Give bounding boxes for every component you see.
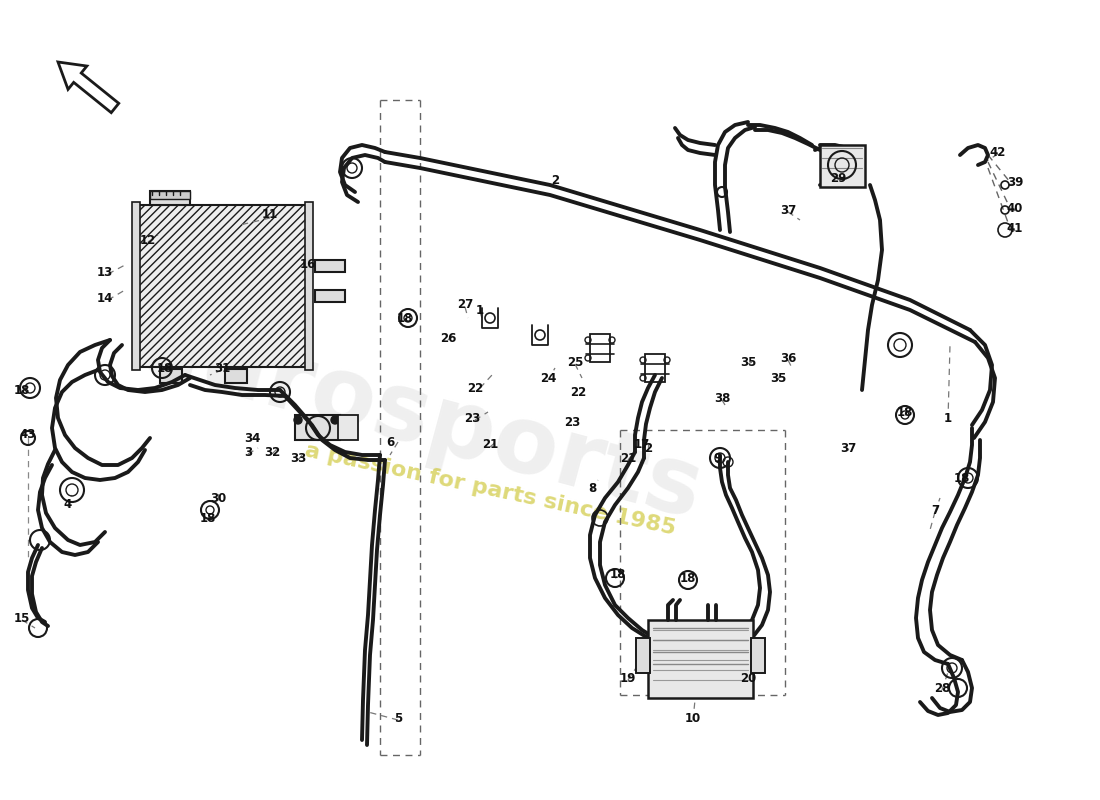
- Text: 18: 18: [397, 311, 414, 325]
- Text: 1: 1: [476, 303, 484, 317]
- Text: 21: 21: [620, 451, 636, 465]
- Text: 38: 38: [714, 391, 730, 405]
- Text: 20: 20: [740, 671, 756, 685]
- Text: eurosports: eurosports: [129, 301, 712, 539]
- Text: 11: 11: [262, 209, 278, 222]
- Bar: [226, 369, 248, 383]
- Text: 2: 2: [644, 442, 652, 454]
- Text: 18: 18: [609, 569, 626, 582]
- Bar: [590, 334, 610, 362]
- Text: 5: 5: [394, 711, 403, 725]
- Text: 43: 43: [20, 429, 36, 442]
- Text: 35: 35: [770, 371, 786, 385]
- Text: 42: 42: [990, 146, 1006, 158]
- Text: 2: 2: [551, 174, 559, 186]
- Text: 30: 30: [210, 491, 227, 505]
- Text: 12: 12: [140, 234, 156, 246]
- Text: 32: 32: [264, 446, 280, 458]
- Bar: [295, 415, 340, 440]
- Text: 15: 15: [14, 611, 30, 625]
- Bar: [160, 369, 182, 383]
- Bar: [636, 638, 650, 673]
- Text: 39: 39: [1006, 175, 1023, 189]
- Text: 13: 13: [97, 266, 113, 278]
- Text: 1: 1: [944, 411, 953, 425]
- Bar: [751, 638, 764, 673]
- Text: 14: 14: [97, 291, 113, 305]
- FancyArrow shape: [58, 62, 119, 113]
- Bar: [132, 202, 140, 370]
- Text: 6: 6: [386, 435, 394, 449]
- Text: 24: 24: [540, 371, 557, 385]
- Text: 3: 3: [244, 446, 252, 458]
- Bar: [645, 354, 665, 382]
- Text: 23: 23: [464, 411, 480, 425]
- Circle shape: [294, 416, 302, 424]
- Text: 17: 17: [634, 438, 650, 451]
- Text: 4: 4: [64, 498, 73, 511]
- Text: 37: 37: [840, 442, 856, 454]
- Text: 19: 19: [619, 671, 636, 685]
- Bar: [150, 191, 190, 199]
- Bar: [315, 290, 345, 302]
- Text: a passion for parts since 1985: a passion for parts since 1985: [302, 441, 678, 539]
- Text: 18: 18: [157, 362, 173, 374]
- Text: 23: 23: [564, 415, 580, 429]
- Text: 25: 25: [566, 355, 583, 369]
- Text: 29: 29: [829, 171, 846, 185]
- Text: 35: 35: [740, 355, 756, 369]
- Text: 9: 9: [714, 451, 722, 465]
- Text: 10: 10: [685, 711, 701, 725]
- Bar: [135, 205, 310, 367]
- Bar: [150, 191, 190, 205]
- Text: 18: 18: [14, 383, 30, 397]
- Text: 27: 27: [456, 298, 473, 311]
- Text: 22: 22: [570, 386, 586, 398]
- Bar: [338, 415, 358, 440]
- Text: 34: 34: [244, 431, 261, 445]
- Text: 22: 22: [466, 382, 483, 394]
- Text: 18: 18: [954, 471, 970, 485]
- Text: 8: 8: [587, 482, 596, 494]
- Text: 37: 37: [780, 203, 796, 217]
- Text: 31: 31: [213, 362, 230, 374]
- Text: 28: 28: [934, 682, 950, 694]
- Bar: [305, 202, 314, 370]
- Bar: [820, 145, 865, 187]
- Circle shape: [331, 416, 339, 424]
- Text: 36: 36: [780, 351, 796, 365]
- Bar: [315, 260, 345, 272]
- Text: 7: 7: [931, 503, 939, 517]
- Text: 18: 18: [896, 406, 913, 418]
- Text: 21: 21: [482, 438, 498, 451]
- Text: 33: 33: [290, 451, 306, 465]
- Text: 26: 26: [440, 331, 456, 345]
- Text: 16: 16: [300, 258, 316, 271]
- Text: 40: 40: [1006, 202, 1023, 214]
- Text: 18: 18: [200, 511, 217, 525]
- Text: 18: 18: [680, 571, 696, 585]
- Text: 41: 41: [1006, 222, 1023, 234]
- Bar: [648, 620, 754, 698]
